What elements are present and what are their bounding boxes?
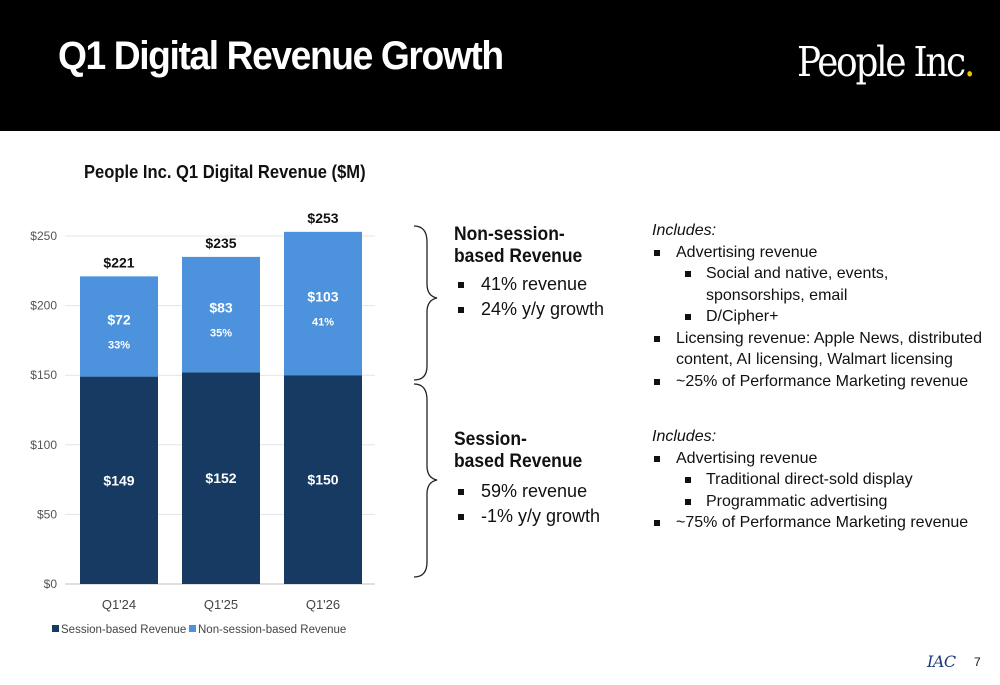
data-label-session: $149 [103, 472, 134, 488]
y-tick-label: $0 [44, 577, 58, 591]
non-session-include-item: ~25% of Performance Marketing revenue [652, 371, 982, 393]
slide-title: Q1 Digital Revenue Growth [58, 34, 504, 78]
bar-session-based [80, 376, 158, 584]
y-tick-label: $200 [30, 299, 57, 313]
non-session-brace [413, 225, 438, 381]
non-session-include-subitem: Social and native, events, [652, 263, 982, 285]
session-include-subitem: Programmatic advertising [652, 491, 968, 513]
session-include-subitem: Traditional direct-sold display [652, 469, 968, 491]
iac-logo: IAC [927, 652, 956, 671]
data-label-non-session: $72 [107, 311, 131, 327]
session-bullet: 59% revenue [453, 479, 600, 504]
session-heading-line-2: based Revenue [454, 451, 583, 472]
session-bullets: 59% revenue -1% y/y growth [453, 479, 600, 529]
session-heading: Session- based Revenue [454, 429, 582, 473]
session-heading-line-1: Session- [454, 429, 527, 450]
non-session-includes-list: Advertising revenue Social and native, ev… [652, 242, 982, 393]
legend-swatch-session [52, 625, 59, 632]
non-session-bullets: 41% revenue 24% y/y growth [453, 272, 604, 322]
non-session-bullet: 24% y/y growth [453, 297, 604, 322]
y-tick-label: $250 [30, 229, 57, 243]
total-label: $221 [103, 254, 134, 270]
non-session-heading: Non-session- based Revenue [454, 224, 582, 268]
logo-text: People Inc [797, 38, 966, 86]
x-tick-label: Q1'25 [204, 597, 238, 612]
total-label: $253 [307, 210, 338, 226]
share-label: 41% [312, 317, 334, 329]
session-include-item: ~75% of Performance Marketing revenue [652, 512, 968, 534]
y-tick-label: $50 [37, 507, 57, 521]
logo-dot: . [963, 38, 975, 86]
data-label-non-session: $83 [209, 300, 233, 316]
y-tick-label: $150 [30, 368, 57, 382]
includes-label: Includes: [652, 428, 717, 445]
share-label: 33% [108, 339, 130, 351]
includes-label: Includes: [652, 222, 717, 239]
y-tick-label: $100 [30, 438, 57, 452]
page-number: 7 [974, 655, 981, 669]
revenue-chart: $0 $50 $100 $150 $200 $250 $149 $72 33% $221 Q1'24… [30, 210, 375, 636]
session-bullet: -1% y/y growth [453, 504, 600, 529]
legend-label-session: Session-based Revenue [61, 624, 186, 636]
data-label-non-session: $103 [307, 289, 338, 305]
session-includes-list: Advertising revenue Traditional direct-so… [652, 448, 968, 534]
non-session-include-item: Licensing revenue: Apple News, distribut… [652, 328, 982, 350]
bar-session-based [182, 372, 260, 584]
non-session-heading-line-1: Non-session- [454, 224, 565, 245]
people-inc-logo: People Inc. [797, 38, 975, 86]
legend-label-non-session: Non-session-based Revenue [198, 624, 346, 636]
non-session-heading-line-2: based Revenue [454, 246, 583, 267]
bar-non-session-based [80, 276, 158, 377]
legend-swatch-non-session [189, 625, 196, 632]
data-label-session: $150 [307, 472, 338, 488]
non-session-include-subitem: D/Cipher+ [652, 306, 982, 328]
non-session-include-continuation: sponsorships, email [706, 286, 848, 304]
bar-non-session-based [182, 256, 260, 373]
data-label-session: $152 [205, 470, 236, 486]
total-label: $235 [205, 235, 236, 251]
share-label: 35% [210, 328, 232, 340]
bar-session-based [284, 375, 362, 584]
non-session-include-continuation: content, AI licensing, Walmart licensing [676, 351, 953, 368]
session-brace [413, 383, 438, 578]
x-tick-label: Q1'26 [306, 597, 340, 612]
session-includes: Includes: Advertising revenue Traditional… [652, 426, 968, 534]
non-session-include-item: Advertising revenue [652, 242, 982, 264]
session-include-item: Advertising revenue [652, 448, 968, 470]
non-session-includes: Includes: Advertising revenue Social and … [652, 220, 982, 392]
non-session-bullet: 41% revenue [453, 272, 604, 297]
bar-non-session-based [284, 231, 362, 376]
chart-title: People Inc. Q1 Digital Revenue ($M) [84, 162, 366, 182]
header-bar: Q1 Digital Revenue Growth People Inc. [0, 0, 1000, 131]
x-tick-label: Q1'24 [102, 597, 136, 612]
